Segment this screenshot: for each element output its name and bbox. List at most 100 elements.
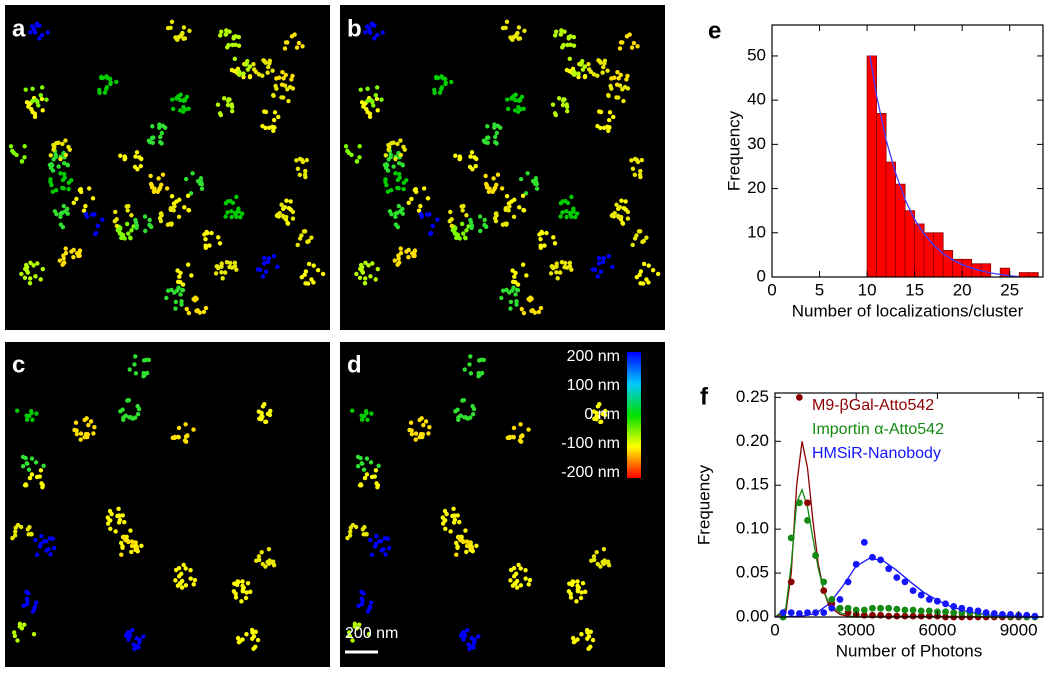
- y-tick-label: 50: [747, 45, 766, 64]
- localization: [109, 511, 114, 517]
- localization: [457, 236, 462, 241]
- localization: [8, 144, 14, 149]
- colorbar-label: 200 nm: [567, 348, 620, 365]
- localization: [30, 86, 35, 91]
- localization: [118, 231, 124, 237]
- localization: [609, 86, 614, 91]
- localization: [560, 210, 565, 215]
- localization: [504, 194, 510, 199]
- localization: [233, 34, 238, 39]
- localization: [404, 178, 409, 183]
- data-point: [860, 606, 868, 614]
- localization: [165, 222, 171, 227]
- localization: [22, 275, 28, 280]
- localization: [78, 187, 83, 192]
- x-axis-title: Number of localizations/cluster: [792, 301, 1024, 320]
- localization: [472, 637, 477, 643]
- localization: [605, 560, 611, 565]
- localization: [464, 228, 469, 233]
- localization: [175, 279, 181, 285]
- localization: [400, 162, 405, 167]
- localization: [598, 564, 603, 569]
- localization: [290, 86, 296, 91]
- localization: [521, 310, 527, 316]
- localization: [160, 123, 166, 129]
- localization: [19, 159, 25, 164]
- localization: [365, 98, 370, 104]
- localization: [113, 209, 118, 215]
- localization: [573, 214, 578, 220]
- localization: [453, 153, 458, 158]
- localization: [271, 93, 276, 99]
- localization: [439, 85, 445, 90]
- localization: [84, 416, 89, 421]
- localization: [137, 637, 142, 643]
- y-tick-label: 30: [747, 134, 766, 153]
- localization: [182, 438, 188, 443]
- localization: [108, 81, 113, 87]
- localization: [580, 580, 586, 586]
- data-point: [982, 609, 990, 617]
- localization: [60, 185, 65, 191]
- y-tick-label: 0.00: [736, 606, 769, 625]
- localization: [617, 204, 623, 210]
- localization: [37, 544, 43, 549]
- localization: [63, 138, 68, 143]
- localization: [12, 533, 18, 538]
- data-point: [844, 578, 852, 586]
- localization: [215, 102, 221, 107]
- localization: [282, 204, 288, 210]
- localization: [359, 264, 365, 270]
- localization: [303, 269, 309, 274]
- localization: [606, 253, 612, 259]
- localization: [513, 292, 518, 297]
- localization: [508, 306, 513, 311]
- data-point: [925, 607, 933, 615]
- localization: [78, 431, 84, 436]
- localization: [461, 231, 466, 236]
- localization: [505, 97, 510, 102]
- localization: [358, 455, 363, 461]
- localization: [521, 207, 526, 213]
- localization: [555, 276, 560, 281]
- localization: [494, 213, 499, 218]
- localization: [256, 409, 262, 414]
- localization: [66, 186, 71, 192]
- localization: [276, 114, 281, 120]
- localization: [570, 635, 576, 641]
- localization: [492, 134, 498, 140]
- localization: [343, 144, 349, 149]
- localization: [586, 61, 591, 67]
- localization: [40, 32, 45, 38]
- localization: [42, 538, 47, 544]
- localization: [600, 70, 605, 75]
- localization: [182, 205, 187, 210]
- localization: [592, 416, 597, 421]
- localization: [637, 229, 643, 234]
- localization: [350, 408, 355, 413]
- localization: [116, 506, 121, 511]
- localization: [173, 578, 178, 583]
- localization: [655, 271, 661, 277]
- localization: [193, 295, 198, 300]
- localization: [128, 528, 133, 533]
- localization: [290, 216, 296, 221]
- localization: [266, 256, 272, 261]
- localization: [33, 274, 38, 279]
- localization: [33, 537, 38, 543]
- localization: [595, 73, 600, 78]
- localization: [514, 302, 519, 307]
- localization: [240, 211, 245, 216]
- localization: [366, 263, 371, 268]
- localization: [600, 259, 606, 265]
- localization: [267, 58, 273, 64]
- localization: [270, 560, 276, 565]
- localization: [23, 455, 28, 461]
- localization: [129, 213, 134, 218]
- data-point: [820, 609, 828, 617]
- localization: [358, 87, 363, 92]
- localization: [374, 533, 379, 539]
- localization: [92, 425, 97, 430]
- localization: [232, 581, 237, 586]
- localization: [263, 419, 269, 424]
